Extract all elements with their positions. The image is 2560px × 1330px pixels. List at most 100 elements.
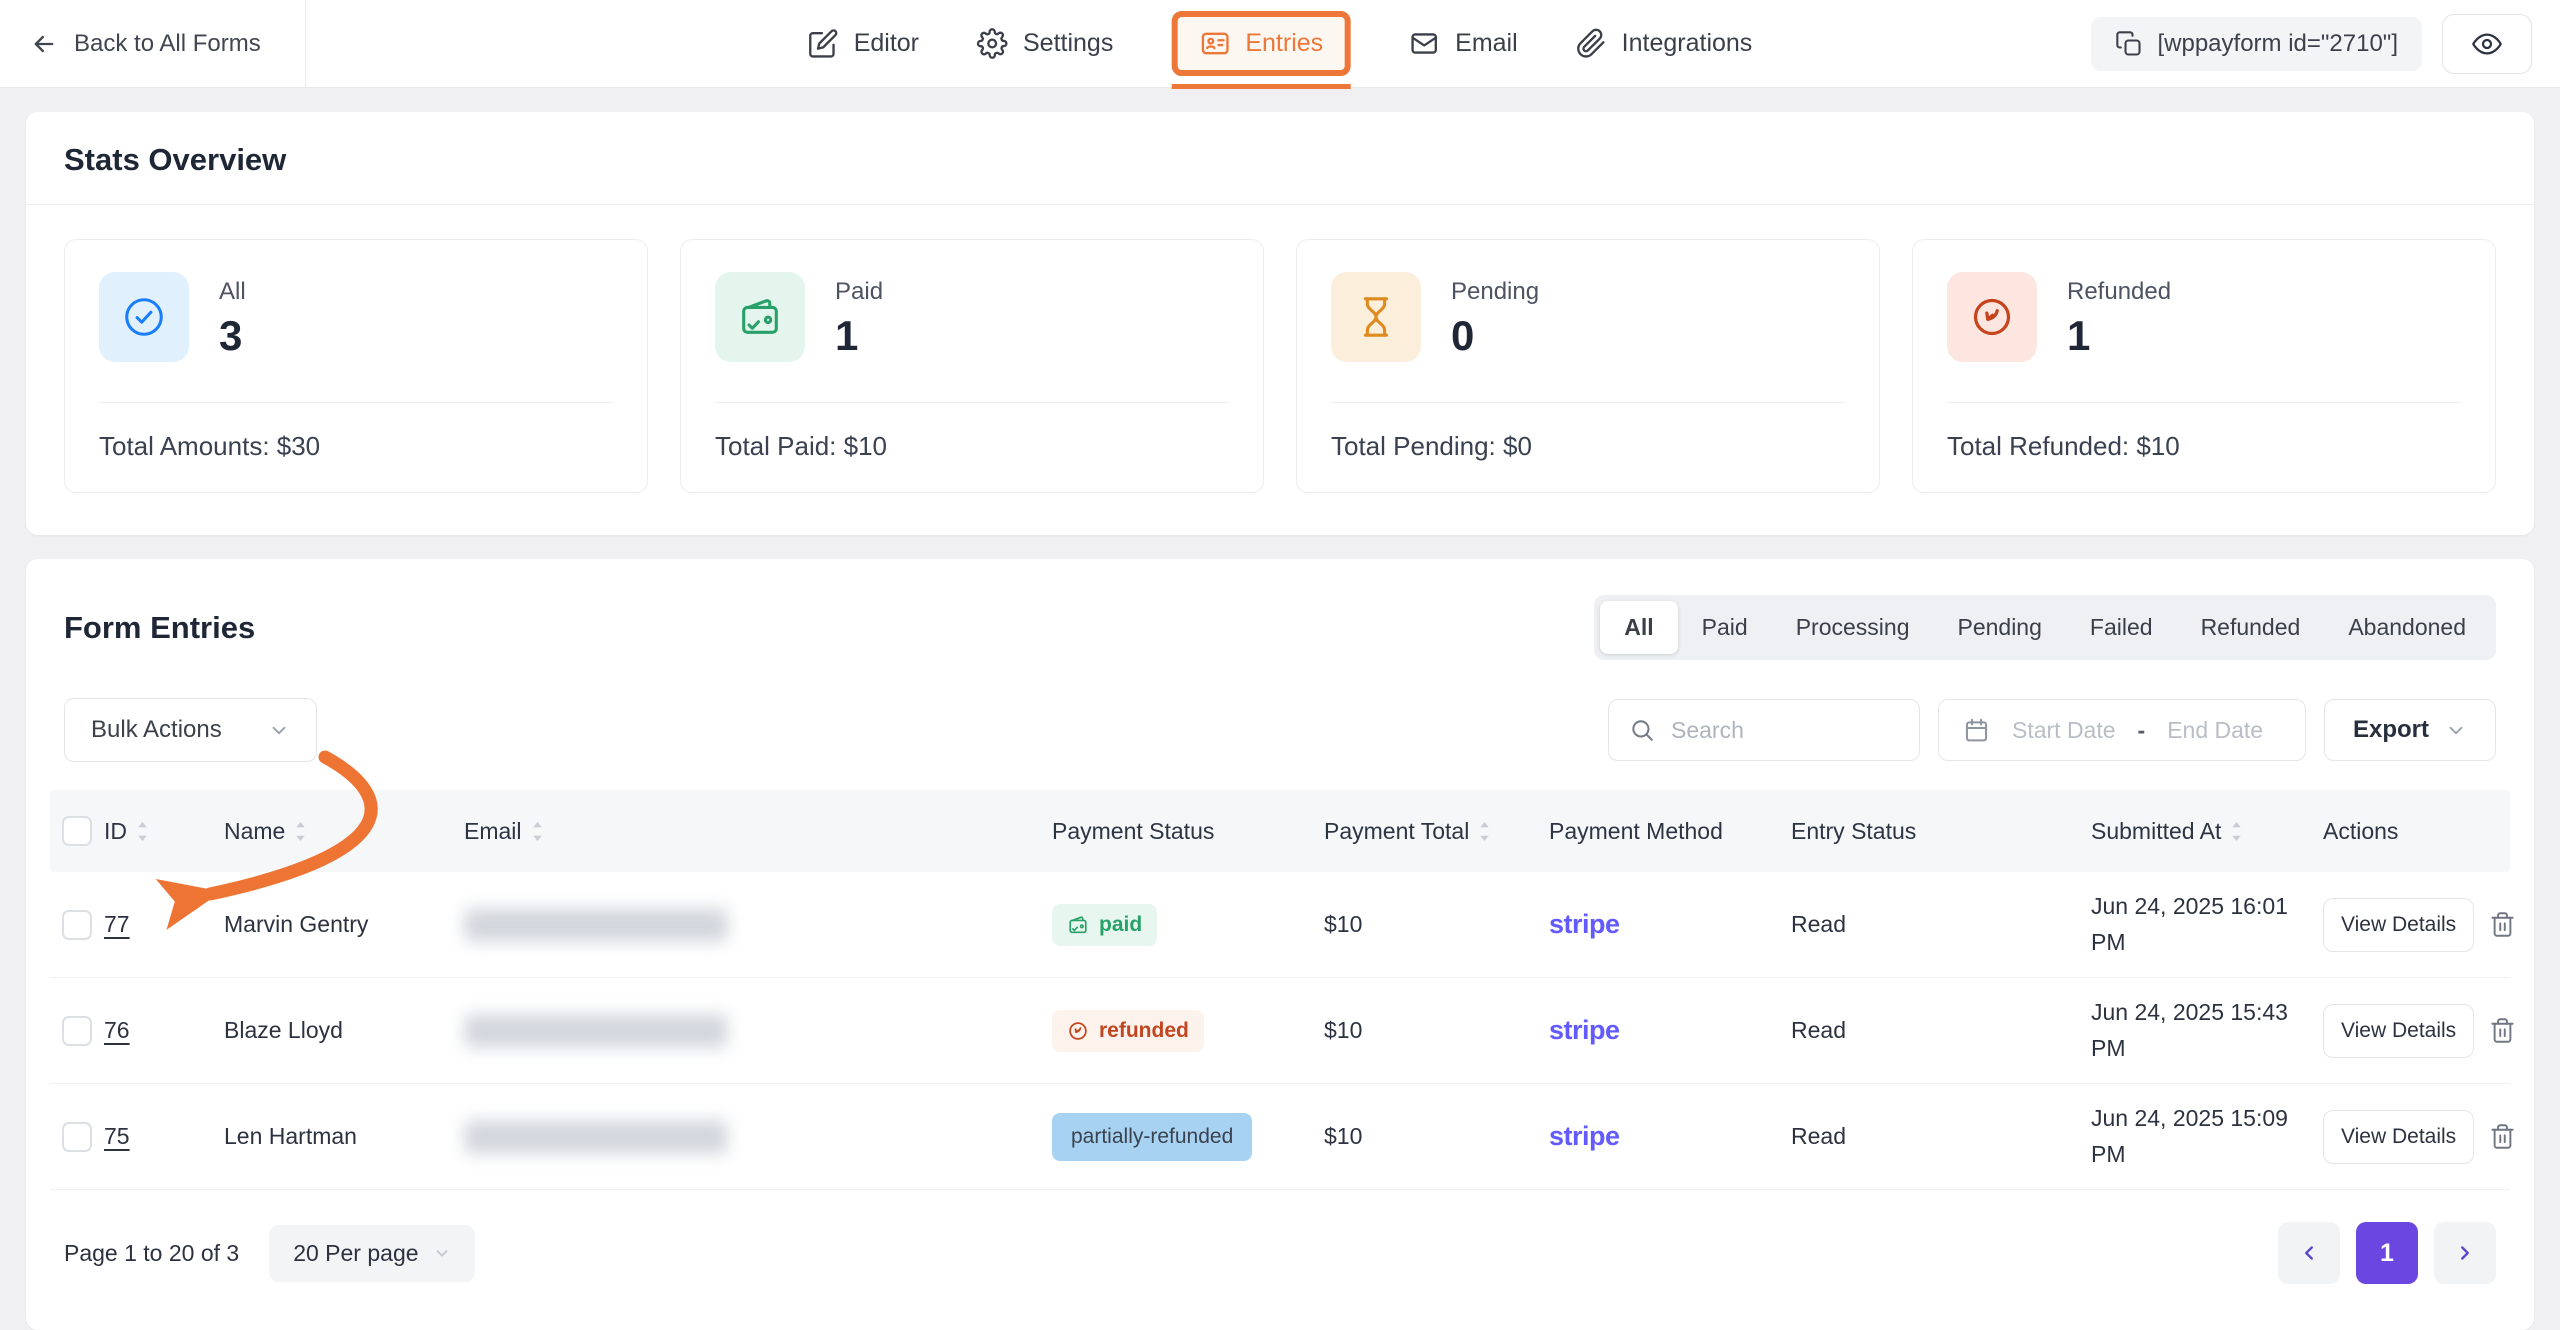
chevron-down-icon — [2449, 726, 2463, 735]
gear-icon — [977, 28, 1008, 59]
export-dropdown[interactable]: Export — [2323, 699, 2496, 761]
page-1-button[interactable]: 1 — [2356, 1222, 2418, 1284]
chevron-down-icon — [272, 726, 286, 735]
stat-card-refunded: Refunded 1 Total Refunded: $10 — [1912, 239, 2496, 493]
chevron-left-icon — [2305, 1246, 2313, 1260]
preview-form-button[interactable] — [2442, 13, 2532, 74]
payment-status-badge: paid — [1052, 903, 1158, 946]
entry-email-redacted — [464, 1119, 728, 1154]
export-label: Export — [2352, 716, 2429, 743]
entry-id-link[interactable]: 75 — [104, 1123, 130, 1149]
filter-failed[interactable]: Failed — [2089, 614, 2153, 640]
entry-email-redacted — [464, 1013, 728, 1048]
column-email[interactable]: Email — [464, 818, 1052, 845]
stat-total: Total Refunded: $10 — [1947, 431, 2180, 461]
stat-total: Total Pending: $0 — [1331, 431, 1532, 461]
filter-abandoned[interactable]: Abandoned — [2348, 614, 2466, 640]
view-details-button[interactable]: View Details — [2323, 1109, 2475, 1164]
submitted-at: Jun 24, 2025 16:01 PM — [2091, 892, 2288, 955]
tab-integrations[interactable]: Integrations — [1576, 28, 1752, 59]
start-date-placeholder: Start Date — [2011, 716, 2116, 743]
submitted-at: Jun 24, 2025 15:43 PM — [2091, 998, 2288, 1061]
tab-entries[interactable]: Entries — [1171, 11, 1352, 89]
refund-icon — [1069, 1021, 1087, 1040]
view-details-button[interactable]: View Details — [2323, 1003, 2475, 1058]
entry-id-link[interactable]: 77 — [104, 911, 130, 937]
arrow-left-icon — [34, 35, 54, 52]
tab-label: Entries — [1245, 29, 1324, 57]
view-details-button[interactable]: View Details — [2323, 897, 2475, 952]
filter-all[interactable]: All — [1600, 601, 1678, 654]
status-filter-tabs: All Paid Processing Pending Failed Refun… — [1594, 595, 2496, 660]
calendar-icon — [1965, 718, 1988, 741]
search-input[interactable] — [1668, 715, 1899, 745]
entry-status: Read — [1791, 1123, 1846, 1149]
table-row: 76 Blaze Lloyd refunded $10 stripe Read … — [50, 978, 2514, 1084]
filter-refunded[interactable]: Refunded — [2200, 614, 2301, 640]
entries-table: ID Name Email Payment Status Payment Tot… — [26, 790, 2534, 1190]
sort-icon[interactable] — [1478, 821, 1491, 842]
row-checkbox[interactable] — [62, 1121, 92, 1152]
form-tabs: Editor Settings Entries Email Integratio… — [808, 0, 1752, 89]
stat-label: Pending — [1451, 277, 1540, 305]
chevron-down-icon — [436, 1250, 447, 1257]
per-page-dropdown[interactable]: 20 Per page — [269, 1224, 475, 1282]
row-checkbox[interactable] — [62, 1015, 92, 1046]
wallet-check-icon — [715, 272, 805, 362]
tab-settings[interactable]: Settings — [977, 28, 1113, 59]
column-name[interactable]: Name — [224, 818, 464, 845]
stat-total: Total Paid: $10 — [715, 431, 888, 461]
copy-shortcode-button[interactable]: [wppayform id="2710"] — [2091, 16, 2422, 71]
table-row: 77 Marvin Gentry paid $10 stripe Read Ju… — [50, 872, 2514, 978]
stats-grid: All 3 Total Amounts: $30 Paid 1 Total Pa… — [26, 205, 2534, 535]
sort-icon[interactable] — [294, 821, 307, 842]
row-checkbox[interactable] — [62, 909, 92, 940]
stat-label: Refunded — [2067, 277, 2172, 305]
copy-icon — [2116, 30, 2142, 56]
payment-total: $10 — [1324, 911, 1363, 937]
entry-status: Read — [1791, 911, 1846, 937]
shortcode-text: [wppayform id="2710"] — [2157, 29, 2398, 57]
filter-processing[interactable]: Processing — [1795, 614, 1910, 640]
search-icon — [1632, 720, 1653, 741]
next-page-button[interactable] — [2434, 1222, 2496, 1284]
entry-name: Len Hartman — [224, 1123, 357, 1149]
wallet-icon — [1069, 915, 1087, 933]
tab-email[interactable]: Email — [1409, 28, 1518, 59]
stripe-logo: stripe — [1549, 1121, 1620, 1151]
sort-icon[interactable] — [531, 821, 544, 842]
bulk-actions-dropdown[interactable]: Bulk Actions — [64, 698, 317, 762]
date-range-picker[interactable]: Start Date - End Date — [1937, 699, 2306, 761]
entry-email-redacted — [464, 907, 728, 942]
stats-overview-panel: Stats Overview All 3 Total Amounts: $30 — [26, 112, 2534, 535]
sort-icon[interactable] — [2230, 821, 2243, 842]
back-to-all-forms-button[interactable]: Back to All Forms — [0, 0, 306, 87]
column-submitted-at[interactable]: Submitted At — [2091, 818, 2323, 845]
tab-editor[interactable]: Editor — [808, 28, 919, 59]
delete-entry-button[interactable] — [2489, 1017, 2516, 1044]
stat-card-all: All 3 Total Amounts: $30 — [64, 239, 648, 493]
select-all-checkbox[interactable] — [62, 816, 92, 846]
delete-entry-button[interactable] — [2489, 911, 2516, 938]
entry-id-link[interactable]: 76 — [104, 1017, 130, 1043]
stat-card-paid: Paid 1 Total Paid: $10 — [680, 239, 1264, 493]
circle-check-icon — [99, 272, 189, 362]
stat-label: Paid — [835, 277, 884, 305]
stat-total: Total Amounts: $30 — [99, 431, 321, 461]
sort-icon[interactable] — [136, 821, 149, 842]
filter-paid[interactable]: Paid — [1701, 614, 1748, 640]
topbar-actions: [wppayform id="2710"] — [2091, 13, 2560, 74]
page-summary: Page 1 to 20 of 3 — [64, 1239, 240, 1266]
mail-icon — [1411, 33, 1438, 54]
entry-name: Marvin Gentry — [224, 911, 369, 937]
filter-pending[interactable]: Pending — [1957, 614, 2042, 640]
prev-page-button[interactable] — [2278, 1222, 2340, 1284]
refund-icon — [1947, 272, 2037, 362]
column-id[interactable]: ID — [104, 818, 224, 845]
payment-status-badge: partially-refunded — [1052, 1112, 1253, 1161]
trash-icon — [2491, 1018, 2514, 1043]
delete-entry-button[interactable] — [2489, 1123, 2516, 1150]
tab-label: Editor — [853, 29, 919, 57]
tab-label: Email — [1455, 29, 1518, 57]
column-payment-total[interactable]: Payment Total — [1324, 818, 1549, 845]
